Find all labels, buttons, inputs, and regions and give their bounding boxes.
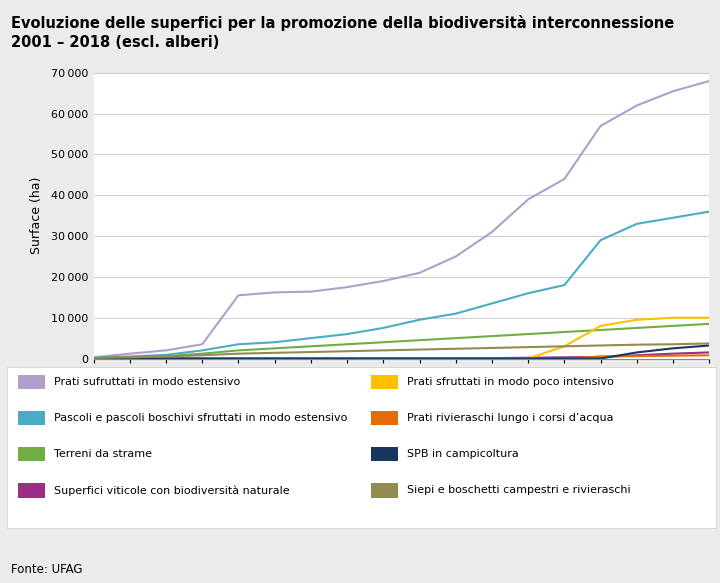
Text: Siepi e boschetti campestri e rivieraschi: Siepi e boschetti campestri e rivierasch…	[407, 485, 631, 496]
Text: Terreni da strame: Terreni da strame	[54, 449, 152, 459]
Y-axis label: Surface (ha): Surface (ha)	[30, 177, 43, 254]
Text: Prati sfruttati in modo poco intensivo: Prati sfruttati in modo poco intensivo	[407, 377, 613, 387]
Text: Prati rivieraschi lungo i corsi d’acqua: Prati rivieraschi lungo i corsi d’acqua	[407, 413, 613, 423]
Text: SPB in campicoltura: SPB in campicoltura	[407, 449, 518, 459]
Text: Evoluzione delle superfici per la promozione della biodiversità interconnessione: Evoluzione delle superfici per la promoz…	[11, 15, 674, 50]
Text: Pascoli e pascoli boschivi sfruttati in modo estensivo: Pascoli e pascoli boschivi sfruttati in …	[54, 413, 347, 423]
Text: Superfici viticole con biodiversità naturale: Superfici viticole con biodiversità natu…	[54, 485, 289, 496]
Text: Fonte: UFAG: Fonte: UFAG	[11, 563, 82, 576]
Text: Prati sufruttati in modo estensivo: Prati sufruttati in modo estensivo	[54, 377, 240, 387]
